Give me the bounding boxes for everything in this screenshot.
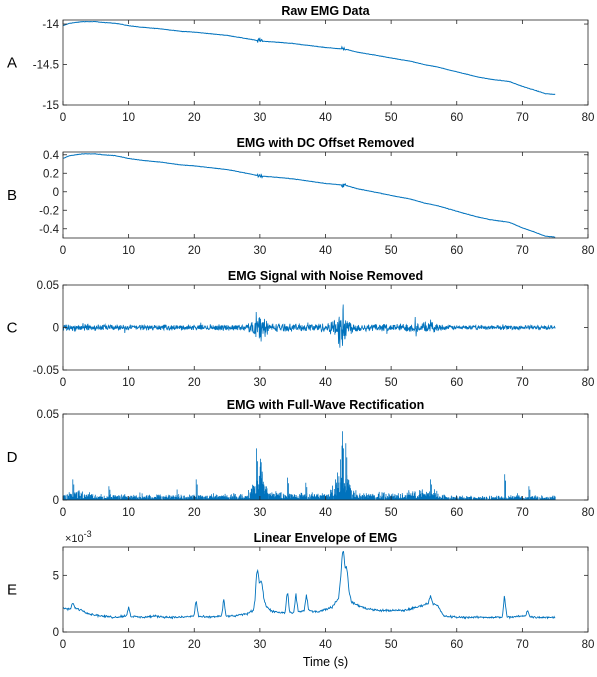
x-tick-label: 30 <box>253 377 266 389</box>
x-tick-label: 10 <box>122 112 135 124</box>
panel-label: B <box>7 187 17 204</box>
y-tick-label: -14.5 <box>33 60 59 72</box>
x-tick-label: 80 <box>582 245 595 257</box>
x-tick-label: 60 <box>450 639 463 651</box>
panel-title: EMG with DC Offset Removed <box>237 136 415 150</box>
x-tick-label: 0 <box>60 245 66 257</box>
x-tick-label: 0 <box>60 639 66 651</box>
series-line-e <box>63 550 556 620</box>
panel-label: C <box>7 320 18 337</box>
x-tick-label: 70 <box>516 639 529 651</box>
x-tick-label: 10 <box>122 245 135 257</box>
x-tick-label: 70 <box>516 507 529 519</box>
y-tick-label: 0.05 <box>37 409 59 421</box>
x-tick-label: 40 <box>319 639 332 651</box>
x-tick-label: 10 <box>122 377 135 389</box>
series-line-b <box>63 153 556 238</box>
x-tick-label: 50 <box>385 245 398 257</box>
x-tick-label: 50 <box>385 377 398 389</box>
x-tick-label: 50 <box>385 112 398 124</box>
x-tick-label: 40 <box>319 112 332 124</box>
panel-d: 0 10 20 30 40 50 60 70 80 0 0.05 EMG with Full-Wave… <box>7 398 595 519</box>
x-tick-label: 10 <box>122 507 135 519</box>
series-line-a <box>63 20 556 95</box>
x-tick-label: 20 <box>188 639 201 651</box>
x-tick-label: 80 <box>582 112 595 124</box>
x-tick-label: 60 <box>450 507 463 519</box>
x-tick-label: 40 <box>319 377 332 389</box>
axes-box <box>62 19 589 106</box>
x-tick-label: 20 <box>188 112 201 124</box>
series-line-d <box>63 431 556 500</box>
y-tick-label: 0 <box>53 495 59 507</box>
panel-label: D <box>7 449 18 466</box>
x-tick-label: 70 <box>516 377 529 389</box>
x-tick-label: 80 <box>582 377 595 389</box>
y-tick-label: -0.05 <box>33 365 59 377</box>
x-tick-label: 60 <box>450 112 463 124</box>
x-tick-label: 80 <box>582 507 595 519</box>
x-axis-label: Time (s) <box>303 655 348 669</box>
x-tick-label: 0 <box>60 112 66 124</box>
panel-title: EMG Signal with Noise Removed <box>228 269 423 283</box>
x-tick-label: 30 <box>253 245 266 257</box>
y-tick-label: -15 <box>42 100 59 112</box>
y-exponent-label: ×10-3 <box>65 529 92 545</box>
x-tick-label: 10 <box>122 639 135 651</box>
x-tick-label: 60 <box>450 245 463 257</box>
axes-box <box>62 546 589 633</box>
x-tick-label: 40 <box>319 245 332 257</box>
panel-e: 0 10 20 30 40 50 60 70 80 0 5 Linear Envelope of EM… <box>7 529 594 669</box>
x-tick-label: 0 <box>60 377 66 389</box>
axes-box <box>62 413 589 501</box>
x-tick-label: 30 <box>253 507 266 519</box>
x-tick-label: 20 <box>188 245 201 257</box>
x-tick-label: 60 <box>450 377 463 389</box>
x-tick-label: 20 <box>188 507 201 519</box>
y-tick-label: 5 <box>53 570 59 582</box>
y-tick-label: 0.4 <box>43 150 60 162</box>
x-tick-label: 80 <box>582 639 595 651</box>
x-tick-label: 0 <box>60 507 66 519</box>
y-tick-label: -0.4 <box>39 224 59 236</box>
series-line-c <box>63 304 556 348</box>
x-tick-label: 20 <box>188 377 201 389</box>
x-tick-label: 30 <box>253 639 266 651</box>
x-tick-label: 50 <box>385 507 398 519</box>
y-tick-label: 0 <box>53 187 59 199</box>
panel-a: 0 10 20 30 40 50 60 70 80 -15 -14.5 -14 Raw EMG Data… <box>7 4 594 124</box>
axes-box <box>62 151 589 239</box>
x-tick-label: 50 <box>385 639 398 651</box>
x-tick-label: 70 <box>516 112 529 124</box>
y-tick-label: 0 <box>53 627 59 639</box>
panel-title: Linear Envelope of EMG <box>254 531 398 545</box>
panel-label: E <box>7 582 17 599</box>
y-tick-label: 0.2 <box>43 168 59 180</box>
y-tick-label: -14 <box>42 19 59 31</box>
x-tick-label: 70 <box>516 245 529 257</box>
panel-title: EMG with Full-Wave Rectification <box>227 398 424 412</box>
y-tick-label: 0.05 <box>37 280 59 292</box>
y-tick-label: -0.2 <box>39 205 59 217</box>
panel-b: 0 10 20 30 40 50 60 70 80 -0.4 -0.2 0 0.2 0.4 EMG with… <box>7 136 594 257</box>
x-tick-label: 30 <box>253 112 266 124</box>
panel-title: Raw EMG Data <box>281 4 370 18</box>
y-tick-label: 0 <box>53 323 59 335</box>
x-tick-label: 40 <box>319 507 332 519</box>
panel-label: A <box>7 55 17 72</box>
